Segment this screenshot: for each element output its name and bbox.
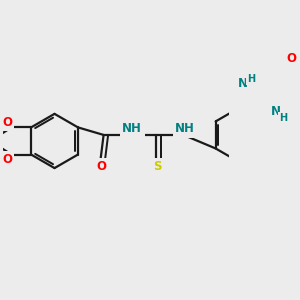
Text: S: S bbox=[154, 160, 162, 173]
Text: H: H bbox=[279, 113, 287, 123]
Text: H: H bbox=[247, 74, 255, 84]
Text: NH: NH bbox=[122, 122, 142, 135]
Text: N: N bbox=[270, 106, 280, 118]
Text: O: O bbox=[286, 52, 297, 65]
Text: O: O bbox=[2, 116, 12, 129]
Text: NH: NH bbox=[175, 122, 195, 135]
Text: O: O bbox=[96, 160, 106, 173]
Text: N: N bbox=[238, 77, 248, 90]
Text: O: O bbox=[2, 153, 12, 166]
